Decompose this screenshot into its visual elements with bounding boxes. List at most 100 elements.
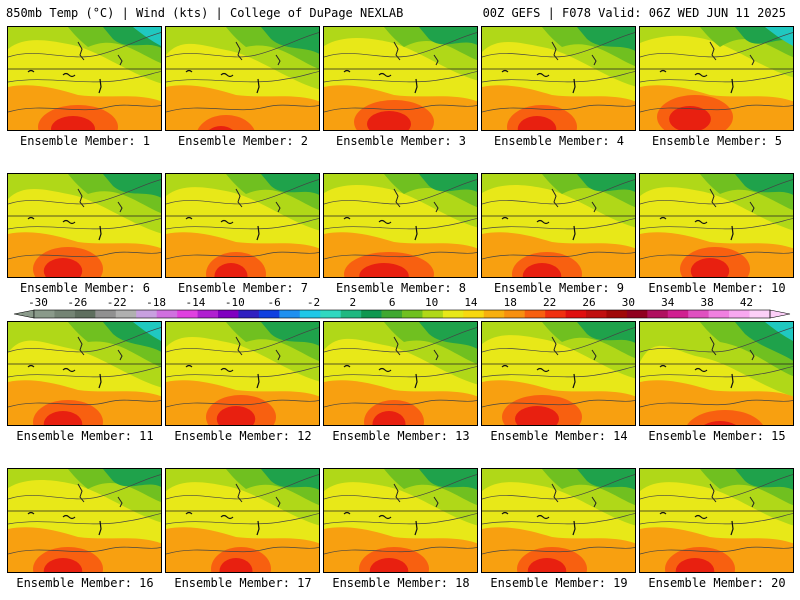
temperature-map [8,322,161,425]
map-panel [7,26,162,131]
map-panel [639,321,794,426]
temperature-map [324,469,477,572]
colorbar-swatch [279,310,301,318]
member-caption: Ensemble Member: 16 [16,576,154,590]
colorbar-label: 10 [425,296,438,309]
temperature-map [482,174,635,277]
map-panel [165,26,320,131]
temperature-map [482,27,635,130]
member-caption: Ensemble Member: 10 [648,281,786,295]
member-caption: Ensemble Member: 19 [490,576,628,590]
temperature-map [166,27,319,130]
colorbar-swatch [708,310,730,318]
map-panel [7,321,162,426]
member-caption: Ensemble Member: 2 [177,134,309,148]
member-caption: Ensemble Member: 13 [332,429,470,443]
temperature-map [166,322,319,425]
valid-time: 00Z GEFS | F078 Valid: 06Z WED JUN 11 20… [482,6,786,20]
temperature-map [482,469,635,572]
member-caption: Ensemble Member: 17 [174,576,312,590]
map-panel [481,26,636,131]
map-panel [7,468,162,573]
colorbar-swatch [95,310,117,318]
member-caption: Ensemble Member: 12 [174,429,312,443]
map-panel [7,173,162,278]
colorbar-swatch [54,310,76,318]
temperature-map [324,322,477,425]
map-panel [639,26,794,131]
colorbar-label: -30 [28,296,48,309]
member-caption: Ensemble Member: 11 [16,429,154,443]
colorbar-swatch [34,310,55,318]
colorbar-swatch [381,310,403,318]
colorbar-swatch [156,310,178,318]
member-caption: Ensemble Member: 20 [648,576,786,590]
member-caption: Ensemble Member: 15 [648,429,786,443]
map-panel [165,468,320,573]
colorbar-label: 42 [740,296,753,309]
temperature-map [640,469,793,572]
colorbar-swatch [483,310,505,318]
colorbar-label: 30 [622,296,635,309]
map-panel [165,173,320,278]
temperature-map [8,27,161,130]
colorbar-swatch [586,310,607,318]
colorbar-right-arrow [769,309,791,319]
colorbar-swatch [688,310,709,318]
map-panel [639,468,794,573]
temperature-map [640,322,793,425]
member-caption: Ensemble Member: 6 [19,281,151,295]
map-panel [323,26,478,131]
colorbar-swatch [115,310,137,318]
map-panel [323,173,478,278]
colorbar-swatch [606,310,628,318]
colorbar-label: -14 [185,296,205,309]
colorbar-swatch [402,310,423,318]
temperature-map [8,469,161,572]
colorbar-swatch [545,310,566,318]
colorbar-swatch [340,310,362,318]
colorbar-left-arrow [13,309,35,319]
colorbar-swatch [565,310,587,318]
colorbar-label: 34 [661,296,675,309]
colorbar-swatch [626,310,648,318]
colorbar-label: -2 [307,296,320,309]
colorbar-label: 38 [700,296,713,309]
member-caption: Ensemble Member: 4 [493,134,625,148]
temperature-map [640,174,793,277]
colorbar-label: 6 [389,296,396,309]
colorbar-swatch [524,310,546,318]
temperature-map [640,27,793,130]
temperature-map [482,322,635,425]
colorbar-swatch [218,310,239,318]
member-caption: Ensemble Member: 3 [335,134,467,148]
colorbar-swatch [667,310,689,318]
map-panel [639,173,794,278]
colorbar-swatch [422,310,444,318]
member-caption: Ensemble Member: 8 [335,281,467,295]
map-panel [165,321,320,426]
member-caption: Ensemble Member: 14 [490,429,628,443]
colorbar-swatch [258,310,280,318]
map-panel [481,173,636,278]
colorbar-label: 14 [464,296,478,309]
member-caption: Ensemble Member: 1 [19,134,151,148]
map-panel [481,468,636,573]
temperature-map [324,27,477,130]
colorbar-swatch [74,310,96,318]
map-panel [323,321,478,426]
colorbar-swatch [442,310,464,318]
colorbar-swatch [197,310,219,318]
colorbar-swatch [238,310,260,318]
temperature-map [324,174,477,277]
temperature-map [166,174,319,277]
colorbar-label: -22 [107,296,127,309]
colorbar-swatch [320,310,341,318]
colorbar-swatch [136,310,157,318]
colorbar-label: 22 [543,296,556,309]
colorbar-swatch [463,310,485,318]
map-title: 850mb Temp (°C) | Wind (kts) | College o… [6,6,404,20]
colorbar-swatch [647,310,669,318]
colorbar: -30 -26 -22 -18 -14 -10 -6 -2 2 6 10 14 18 22 26 30 34 38… [13,296,791,319]
colorbar-swatch [729,310,750,318]
